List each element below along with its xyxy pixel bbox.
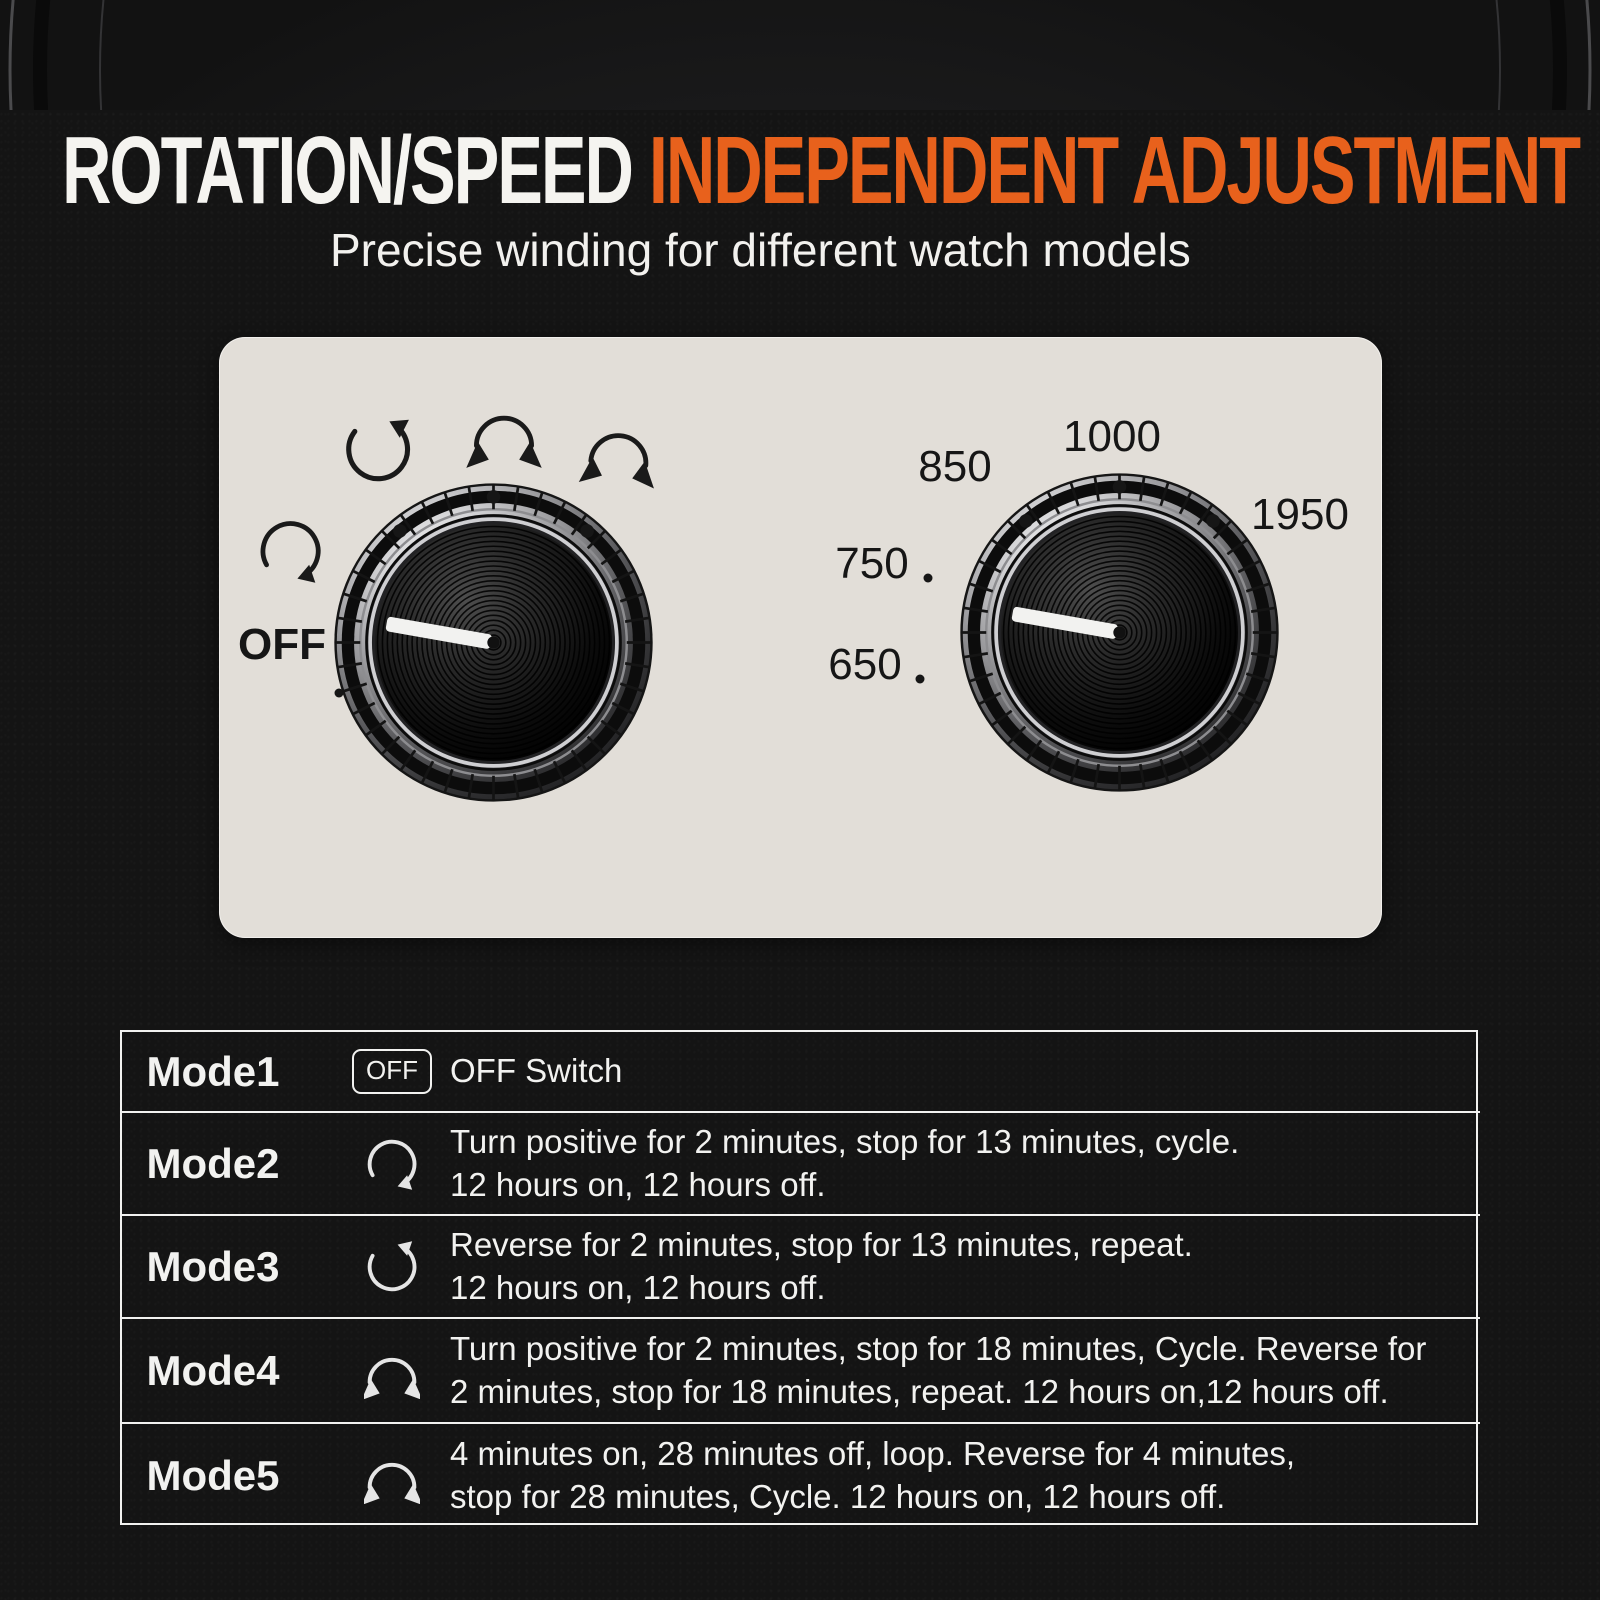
svg-text:850: 850 (918, 442, 991, 491)
svg-text:650: 650 (828, 640, 901, 689)
svg-text:1000: 1000 (1063, 412, 1161, 461)
svg-text:1950: 1950 (1251, 490, 1349, 539)
svg-text:750: 750 (835, 539, 908, 588)
svg-text:OFF: OFF (238, 620, 326, 669)
